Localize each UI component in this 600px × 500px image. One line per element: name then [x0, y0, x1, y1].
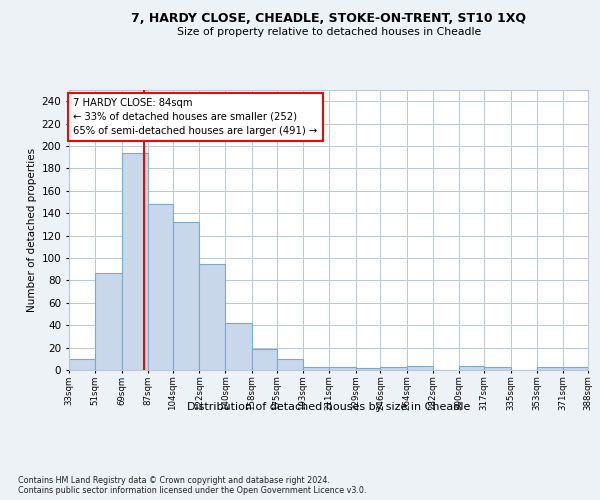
Text: 7 HARDY CLOSE: 84sqm
← 33% of detached houses are smaller (252)
65% of semi-deta: 7 HARDY CLOSE: 84sqm ← 33% of detached h…: [73, 98, 317, 136]
Bar: [69, 359, 95, 370]
Text: 7, HARDY CLOSE, CHEADLE, STOKE-ON-TRENT, ST10 1XQ: 7, HARDY CLOSE, CHEADLE, STOKE-ON-TRENT,…: [131, 12, 526, 26]
Bar: [537, 366, 563, 370]
Bar: [563, 366, 588, 370]
Bar: [252, 348, 277, 370]
Bar: [460, 366, 484, 370]
Bar: [122, 152, 148, 370]
Bar: [380, 366, 407, 370]
Bar: [95, 272, 122, 370]
Text: Size of property relative to detached houses in Cheadle: Size of property relative to detached ho…: [176, 27, 481, 37]
Text: Contains HM Land Registry data © Crown copyright and database right 2024.
Contai: Contains HM Land Registry data © Crown c…: [18, 476, 367, 495]
Bar: [484, 366, 511, 370]
Bar: [303, 366, 329, 370]
Bar: [407, 366, 433, 370]
Bar: [356, 368, 380, 370]
Bar: [148, 204, 173, 370]
Bar: [329, 366, 356, 370]
Bar: [199, 264, 226, 370]
Bar: [173, 222, 199, 370]
Text: Distribution of detached houses by size in Cheadle: Distribution of detached houses by size …: [187, 402, 470, 412]
Y-axis label: Number of detached properties: Number of detached properties: [28, 148, 37, 312]
Bar: [226, 323, 252, 370]
Bar: [277, 359, 303, 370]
